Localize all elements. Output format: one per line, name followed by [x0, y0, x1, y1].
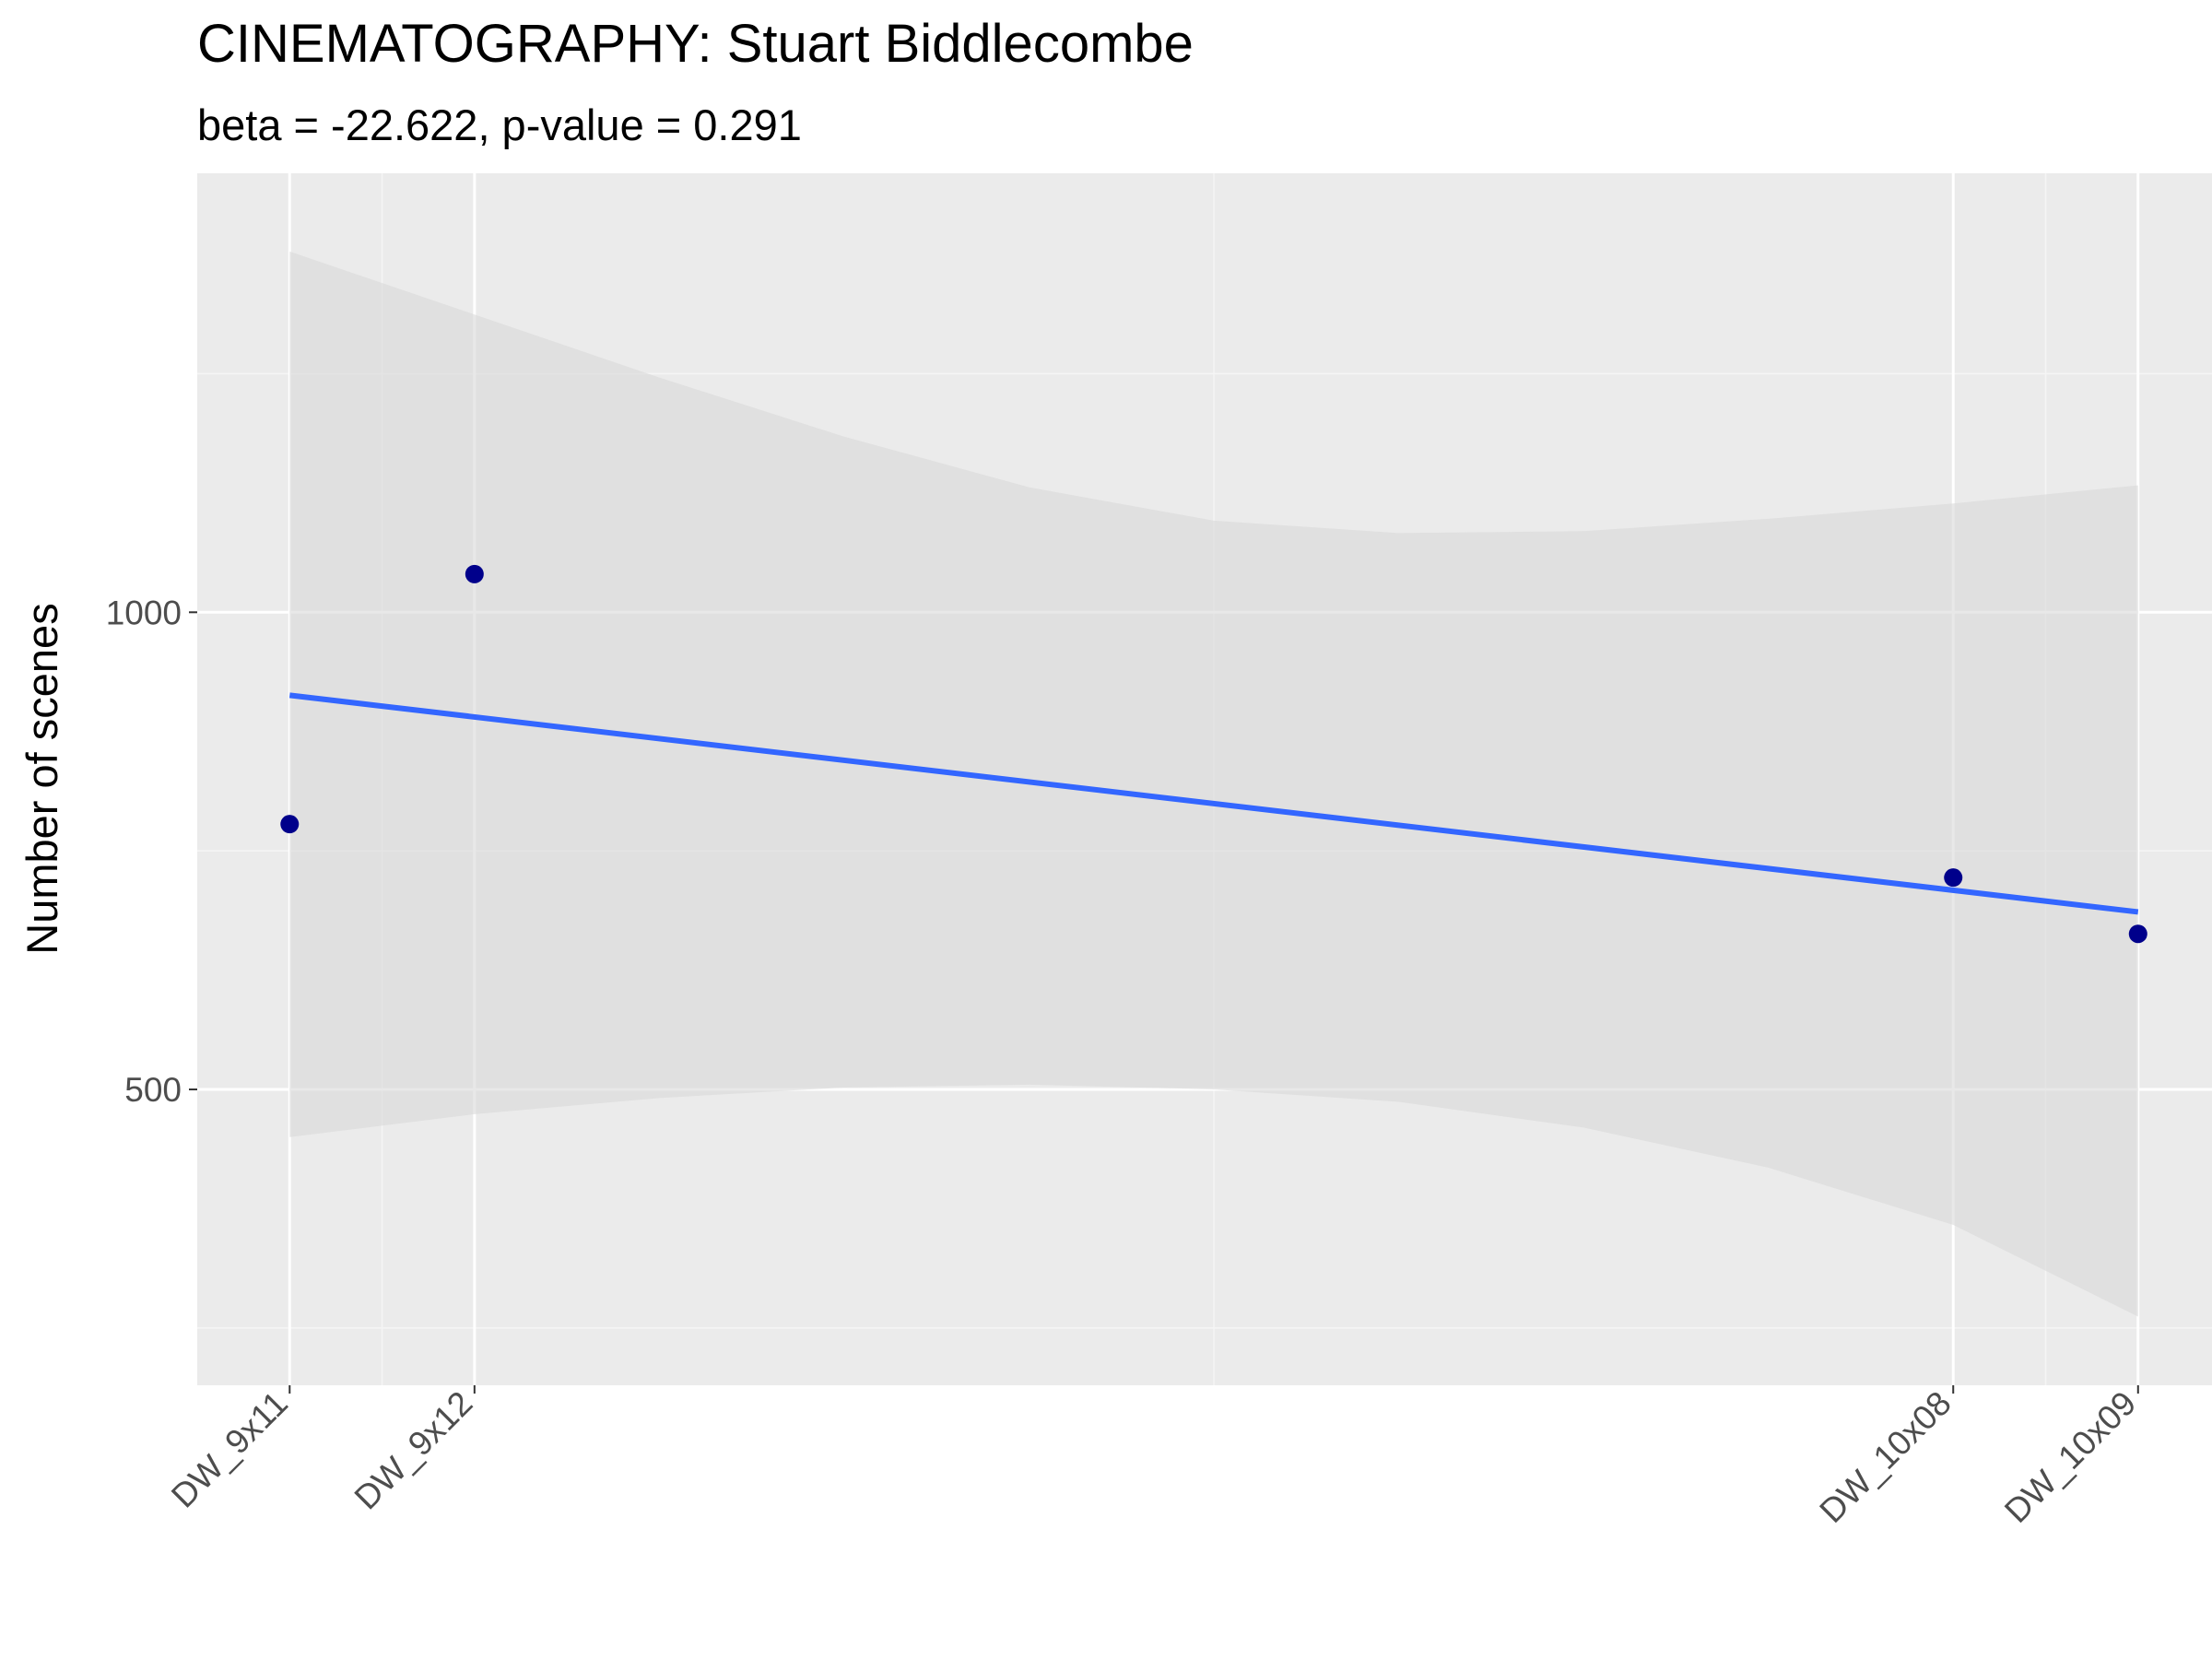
y-axis-ticks: 500 1000	[106, 594, 197, 1109]
chart-subtitle: beta = -22.622, p-value = 0.291	[197, 100, 802, 149]
chart-title: CINEMATOGRAPHY: Stuart Biddlecombe	[197, 14, 1194, 74]
x-tick-label: DW_10x08	[1812, 1384, 1958, 1530]
data-point	[1944, 868, 1963, 888]
data-points	[280, 564, 2147, 944]
confidence-ribbon	[289, 251, 2138, 1317]
data-point	[465, 564, 484, 583]
regression-line	[288, 692, 2139, 915]
y-tick-label: 500	[124, 1071, 182, 1109]
x-tick-label: DW_10x09	[1997, 1384, 2143, 1530]
data-point	[280, 815, 300, 834]
y-axis-title: Number of scenes	[18, 603, 66, 954]
y-tick-label: 1000	[106, 594, 182, 631]
x-tick-label: DW_9x12	[347, 1384, 480, 1517]
data-point	[2128, 924, 2147, 944]
x-axis-ticks: DW_9x11 DW_9x12 DW_10x08 DW_10x09	[164, 1384, 2143, 1530]
x-tick-label: DW_9x11	[164, 1384, 295, 1515]
